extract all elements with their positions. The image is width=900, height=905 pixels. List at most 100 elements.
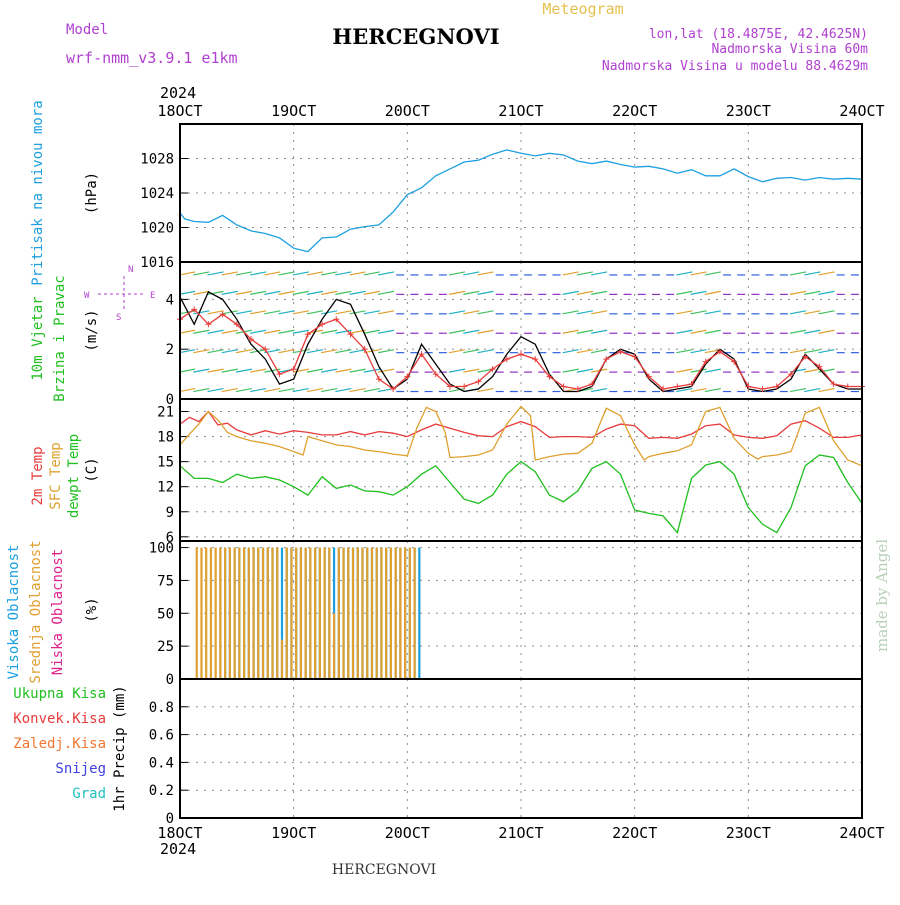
cloud-bar bbox=[342, 547, 345, 679]
series-line bbox=[179, 290, 862, 393]
gust-marker bbox=[731, 358, 738, 365]
compass-east: E bbox=[150, 291, 155, 301]
wind-arrow bbox=[264, 329, 281, 334]
wind-arrow bbox=[207, 349, 224, 354]
cloud-bar bbox=[314, 547, 317, 679]
wind-arrow bbox=[676, 349, 693, 354]
wind-arrow bbox=[349, 387, 366, 393]
axis-label-precip: Konvek.Kisa bbox=[13, 711, 106, 727]
wind-arrow bbox=[278, 271, 295, 276]
wind-arrow bbox=[321, 290, 338, 295]
axis-label-pressure: Pritisak na nivou mora bbox=[30, 100, 46, 285]
wind-arrow bbox=[789, 387, 807, 393]
wind-arrow bbox=[377, 349, 395, 354]
gust-marker bbox=[802, 353, 809, 360]
wind-arrow bbox=[221, 329, 238, 334]
wind-arrow bbox=[264, 290, 281, 295]
wind-arrow bbox=[363, 387, 380, 393]
wind-arrow bbox=[562, 271, 579, 276]
x-axis-top: 18OCT 19OCT 20OCT 21OCT 22OCT 23OCT 24OCT bbox=[157, 102, 884, 120]
gust-marker bbox=[773, 383, 780, 390]
compass-south: S bbox=[116, 313, 121, 323]
cloud-bar bbox=[280, 639, 284, 679]
wind-arrow bbox=[477, 329, 494, 334]
wind-arrow bbox=[377, 290, 395, 295]
cloud-bar bbox=[370, 547, 374, 679]
wind-arrow bbox=[193, 271, 210, 276]
gust-marker bbox=[574, 386, 581, 393]
gust-marker bbox=[503, 356, 510, 363]
model-label: Model bbox=[66, 22, 108, 38]
wind-arrow bbox=[306, 290, 324, 295]
wind-arrow bbox=[690, 349, 707, 354]
wind-arrow bbox=[690, 387, 707, 393]
gust-marker bbox=[489, 366, 496, 373]
wind-arrow bbox=[321, 329, 338, 334]
cloud-bar bbox=[380, 547, 383, 679]
cloud-bar bbox=[375, 547, 378, 679]
cloud-bar bbox=[413, 547, 416, 679]
wind-arrow bbox=[576, 290, 594, 295]
wind-arrow bbox=[278, 349, 295, 354]
cloud-bar bbox=[295, 547, 298, 679]
cloud-bar bbox=[252, 547, 255, 679]
wind-arrow bbox=[235, 271, 253, 276]
cloud-bar bbox=[304, 547, 307, 679]
footer-title: HERCEGNOVI bbox=[332, 862, 436, 878]
x-tick-label-bottom: 22OCT bbox=[612, 824, 657, 842]
wind-arrow bbox=[363, 368, 380, 373]
wind-arrow bbox=[193, 368, 210, 373]
wind-arrow bbox=[221, 271, 238, 276]
x-tick-label-bottom: 21OCT bbox=[498, 824, 543, 842]
wind-arrow bbox=[576, 310, 594, 315]
wind-arrow bbox=[207, 290, 224, 295]
cloud-bar bbox=[389, 547, 393, 679]
wind-arrow bbox=[178, 329, 196, 334]
wind-arrow bbox=[335, 290, 352, 295]
gust-marker bbox=[688, 381, 695, 388]
wind-arrow bbox=[477, 387, 494, 393]
wind-arrow bbox=[448, 310, 466, 315]
gust-marker bbox=[518, 351, 524, 358]
wind-arrow bbox=[363, 310, 380, 315]
wind-arrow bbox=[463, 329, 480, 334]
unit-label: 1hr Precip (mm) bbox=[112, 685, 128, 811]
y-tick-label: 0.8 bbox=[149, 700, 174, 716]
wind-arrow bbox=[335, 368, 352, 373]
gust-marker bbox=[546, 373, 553, 380]
y-tick-label: 0.4 bbox=[149, 755, 174, 771]
wind-arrow bbox=[576, 271, 594, 276]
wind-arrow bbox=[349, 271, 366, 276]
wind-arrow bbox=[292, 387, 309, 393]
model-elevation-text: Nadmorska Visina u modelu 88.4629m bbox=[602, 59, 868, 74]
unit-label: (m/s) bbox=[84, 309, 100, 351]
panel-wind: 0 2 4 (m/s) 10m Vjetar Brzina i Pravac N S W E bbox=[30, 261, 865, 408]
gust-marker bbox=[219, 311, 226, 318]
wind-arrows bbox=[178, 271, 859, 393]
wind-arrow bbox=[448, 329, 466, 334]
cloud-bar bbox=[285, 547, 288, 679]
wind-arrow bbox=[448, 290, 466, 295]
gust-marker bbox=[532, 356, 539, 363]
x-tick-label-top: 23OCT bbox=[726, 102, 771, 120]
cloud-bar bbox=[238, 547, 241, 679]
wind-arrow bbox=[789, 290, 807, 295]
y-tick-label: 9 bbox=[166, 505, 174, 521]
y-tick-label: 0.6 bbox=[149, 728, 174, 744]
panel-frame bbox=[179, 261, 863, 400]
series-line bbox=[179, 454, 863, 534]
unit-label: (hPa) bbox=[84, 172, 100, 214]
panel-temperature: 6 9 12 15 18 21 (C) 2m Temp SFC Temp dewpt Temp bbox=[30, 398, 863, 546]
wind-arrow bbox=[278, 387, 295, 393]
gust-marker bbox=[304, 331, 311, 338]
gust-marker bbox=[674, 383, 681, 390]
cloud-bar bbox=[247, 547, 250, 679]
gust-marker bbox=[475, 378, 482, 385]
wind-arrow bbox=[292, 290, 309, 295]
gust-marker bbox=[759, 386, 766, 393]
page-title: HERCEGNOVI bbox=[332, 24, 499, 49]
x-tick-label-bottom: 18OCT bbox=[157, 824, 202, 842]
gust-marker bbox=[461, 383, 468, 390]
wind-arrow bbox=[306, 349, 324, 354]
wind-arrow bbox=[676, 387, 693, 393]
